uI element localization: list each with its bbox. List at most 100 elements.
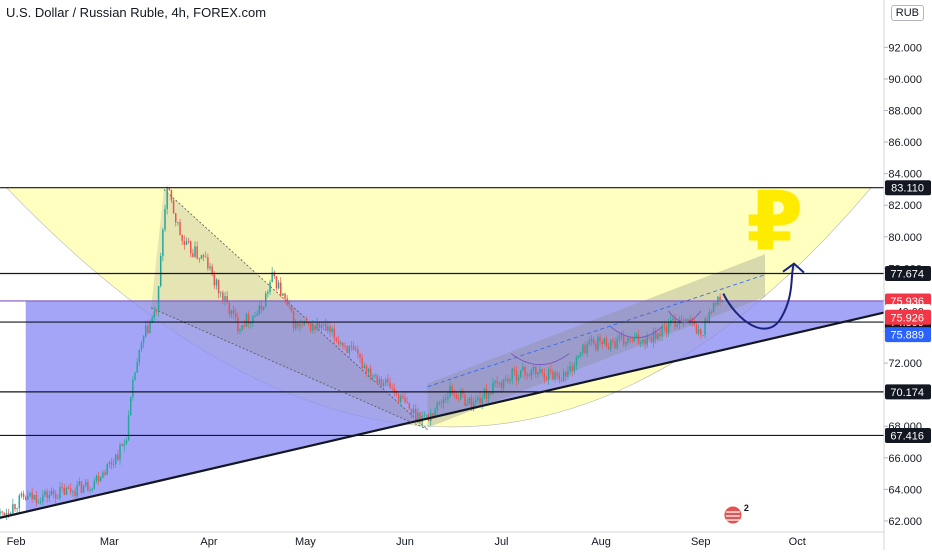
candle-body xyxy=(277,282,280,289)
candle-body xyxy=(642,339,644,343)
candle-body xyxy=(460,390,462,400)
candle-body xyxy=(605,338,608,347)
candle-body xyxy=(275,276,278,289)
forecast-arrow xyxy=(722,263,795,330)
candle-body xyxy=(348,345,351,353)
level-tag-label: 77.674 xyxy=(890,269,924,281)
candle-body xyxy=(102,472,104,478)
candle-body xyxy=(147,325,149,334)
candle-body xyxy=(252,316,254,323)
candle-body xyxy=(365,365,368,373)
candle-body xyxy=(595,343,597,350)
candle-body xyxy=(597,336,599,350)
candle-body xyxy=(179,222,181,236)
candle-body xyxy=(498,382,501,384)
candle-body xyxy=(112,463,115,465)
candle-body xyxy=(423,415,426,417)
candle-body xyxy=(494,380,496,383)
candle-body xyxy=(213,274,216,286)
candle-body xyxy=(123,443,126,446)
candle-body xyxy=(573,365,576,372)
candle-body xyxy=(447,396,449,400)
candle-body xyxy=(54,494,57,499)
candle-body xyxy=(376,375,378,384)
candle-body xyxy=(241,325,243,330)
candle-body xyxy=(350,345,353,347)
candle-body xyxy=(335,337,338,341)
candle-body xyxy=(153,311,156,318)
candle-body xyxy=(672,318,674,321)
candle-body xyxy=(704,318,706,336)
candle-body xyxy=(440,402,443,404)
candle-body xyxy=(318,322,321,329)
candle-body xyxy=(554,373,556,380)
candle-body xyxy=(14,504,16,510)
candle-body xyxy=(612,340,614,342)
candle-body xyxy=(708,312,711,323)
candle-body xyxy=(286,298,288,305)
level-tag-bg xyxy=(885,384,931,400)
candle-body xyxy=(0,511,1,515)
candle-body xyxy=(202,255,205,257)
candle-body xyxy=(412,408,415,414)
candle-body xyxy=(316,322,318,330)
candle-body xyxy=(42,495,44,502)
candle-body xyxy=(687,319,689,322)
price-tag-bg xyxy=(885,309,931,325)
candle-body xyxy=(577,354,580,358)
x-tick-label: May xyxy=(295,536,316,548)
candle-body xyxy=(294,322,297,329)
candle-body xyxy=(352,346,355,350)
currency-badge[interactable]: RUB xyxy=(890,5,924,21)
candle-body xyxy=(329,326,331,332)
candle-body xyxy=(237,317,239,332)
y-tick-label: 80.000 xyxy=(888,232,922,244)
candle-body xyxy=(646,336,648,345)
candle-body xyxy=(357,349,359,355)
candle-body xyxy=(530,370,533,376)
candle-body xyxy=(543,373,546,379)
candle-body xyxy=(631,339,633,342)
candle-body xyxy=(3,512,6,516)
candle-body xyxy=(567,370,569,377)
candle-body xyxy=(1,511,3,513)
candle-body xyxy=(37,502,40,503)
candle-body xyxy=(620,335,623,337)
candle-body xyxy=(168,187,171,190)
candle-body xyxy=(682,320,685,322)
candle-body xyxy=(425,414,428,416)
candle-body xyxy=(106,463,108,475)
level-tag-bg xyxy=(885,427,931,443)
candle-body xyxy=(344,345,346,347)
candle-body xyxy=(372,375,374,377)
candle-body xyxy=(262,306,265,310)
candle-body xyxy=(436,402,438,411)
candle-body xyxy=(74,491,76,496)
candle-body xyxy=(442,399,445,404)
candle-body xyxy=(719,296,721,302)
candle-body xyxy=(258,305,261,315)
candle-body xyxy=(181,235,183,241)
candle-body xyxy=(299,324,301,327)
candle-body xyxy=(189,241,192,254)
candle-body xyxy=(177,222,179,223)
candle-body xyxy=(702,335,704,336)
candle-body xyxy=(82,485,85,493)
candle-body xyxy=(560,379,563,381)
candle-body xyxy=(432,413,434,417)
candle-body xyxy=(151,317,153,323)
candle-body xyxy=(97,475,100,482)
candle-body xyxy=(108,462,111,464)
chart-title: U.S. Dollar / Russian Ruble, 4h, FOREX.c… xyxy=(6,5,267,20)
candle-body xyxy=(117,454,119,460)
candle-body xyxy=(87,482,89,491)
candle-body xyxy=(393,388,396,393)
candle-body xyxy=(273,272,276,277)
candle-body xyxy=(324,323,327,331)
economic-event-stripes xyxy=(725,511,740,521)
candle-body xyxy=(378,379,381,384)
candle-body xyxy=(389,382,391,388)
level-tag-label: 67.416 xyxy=(890,430,924,442)
